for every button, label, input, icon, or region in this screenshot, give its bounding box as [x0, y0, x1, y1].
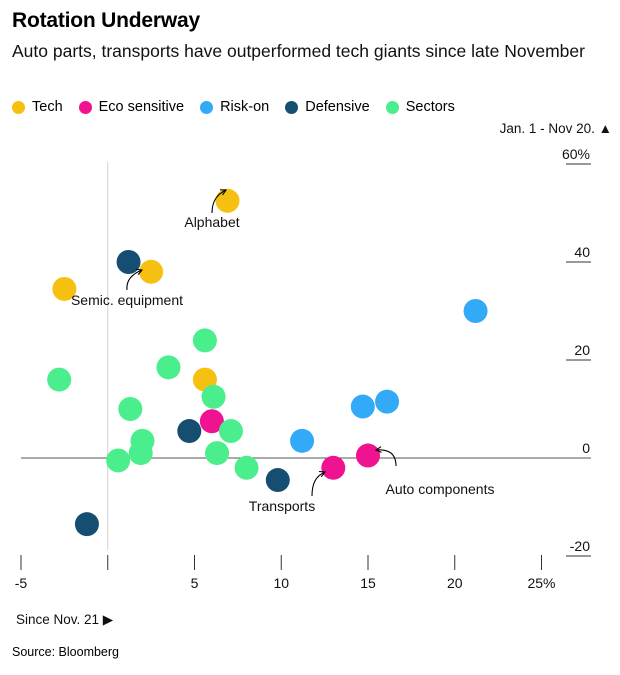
legend-item-tech: Tech: [12, 99, 63, 115]
point-tech: [139, 259, 164, 284]
legend-item-risk-on: Risk-on: [200, 99, 269, 115]
point-risk-on: [290, 428, 315, 453]
y-tick-label: 60%: [562, 146, 590, 162]
annotation-arrowhead-semic-equipment: [135, 268, 144, 275]
y-tick-label: 20: [574, 342, 590, 358]
legend-label-tech: Tech: [32, 99, 63, 115]
annotation-arrow-alphabet: [211, 189, 227, 214]
annotation-label-transports: Transports: [249, 498, 315, 514]
legend-swatch-defensive: [285, 100, 299, 114]
point-defensive: [74, 512, 99, 537]
x-tick-label: 20: [447, 575, 463, 591]
point-sectors: [205, 441, 230, 466]
x-axis-label: Since Nov. 21 ▶: [16, 612, 114, 627]
legend-swatch-tech: [12, 100, 25, 114]
y-tick-label: -20: [570, 538, 590, 554]
point-tech: [215, 188, 240, 213]
y-tick-label: 0: [582, 440, 590, 456]
point-risk-on: [350, 394, 375, 419]
point-sectors: [218, 419, 243, 444]
source-note: Source: Bloomberg: [12, 645, 120, 659]
legend-swatch-risk-on: [200, 100, 214, 114]
y-axis-label: Jan. 1 - Nov 20. ▲: [500, 121, 612, 136]
point-risk-on: [375, 389, 400, 414]
annotation-arrowhead-transports: [318, 470, 327, 478]
point-eco-sensitive: [199, 409, 224, 434]
point-risk-on: [463, 299, 488, 323]
scatter-plot: Jan. 1 - Nov 20. ▲ -20 0 20 40 60% -5 5 10 15 20 25…: [15, 121, 612, 627]
annotation-arrowhead-alphabet: [219, 189, 228, 196]
x-tick-label: 15: [360, 575, 376, 591]
point-sectors: [156, 355, 181, 380]
annotation-label-alphabet: Alphabet: [184, 214, 239, 230]
point-defensive: [265, 468, 290, 493]
annotation-arrow-semic-equipment: [126, 269, 143, 291]
x-tick-label: -5: [15, 575, 28, 591]
point-sectors: [192, 328, 217, 353]
legend-label-defensive: Defensive: [305, 99, 370, 115]
point-tech: [52, 276, 77, 301]
point-eco-sensitive: [321, 455, 346, 480]
point-defensive: [116, 250, 141, 274]
point-sectors: [118, 397, 143, 421]
legend: Tech Eco sensitive Risk-on Defensive Sec…: [12, 99, 471, 115]
legend-item-sectors: Sectors: [385, 99, 455, 115]
annotation-arrowhead-auto-components: [374, 446, 382, 453]
legend-swatch-sectors: [385, 100, 399, 114]
point-sectors: [106, 448, 131, 473]
annotation-label-semic-equipment: Semic. equipment: [71, 292, 183, 308]
point-sectors: [201, 384, 226, 409]
x-tick-label: 5: [191, 575, 199, 591]
legend-label-eco-sensitive: Eco sensitive: [98, 99, 185, 115]
legend-item-defensive: Defensive: [285, 99, 370, 115]
chart-subtitle: Auto parts, transports have outperformed…: [12, 41, 585, 61]
annotation-arrow-transports: [311, 471, 326, 497]
x-tick-label: 10: [273, 575, 289, 591]
point-sectors: [234, 455, 259, 480]
y-tick-label: 40: [574, 244, 590, 260]
point-sectors: [47, 367, 72, 392]
point-sectors: [128, 441, 153, 466]
legend-label-sectors: Sectors: [405, 99, 455, 115]
x-tick-label: 25%: [527, 575, 555, 591]
annotation-label-auto-components: Auto components: [386, 481, 495, 497]
point-defensive: [177, 419, 202, 444]
legend-item-eco-sensitive: Eco sensitive: [78, 99, 185, 115]
legend-swatch-eco-sensitive: [78, 100, 92, 114]
chart-title: Rotation Underway: [12, 9, 200, 32]
point-eco-sensitive: [356, 443, 380, 468]
legend-label-risk-on: Risk-on: [220, 99, 270, 115]
annotation-arrow-auto-components: [375, 449, 397, 467]
